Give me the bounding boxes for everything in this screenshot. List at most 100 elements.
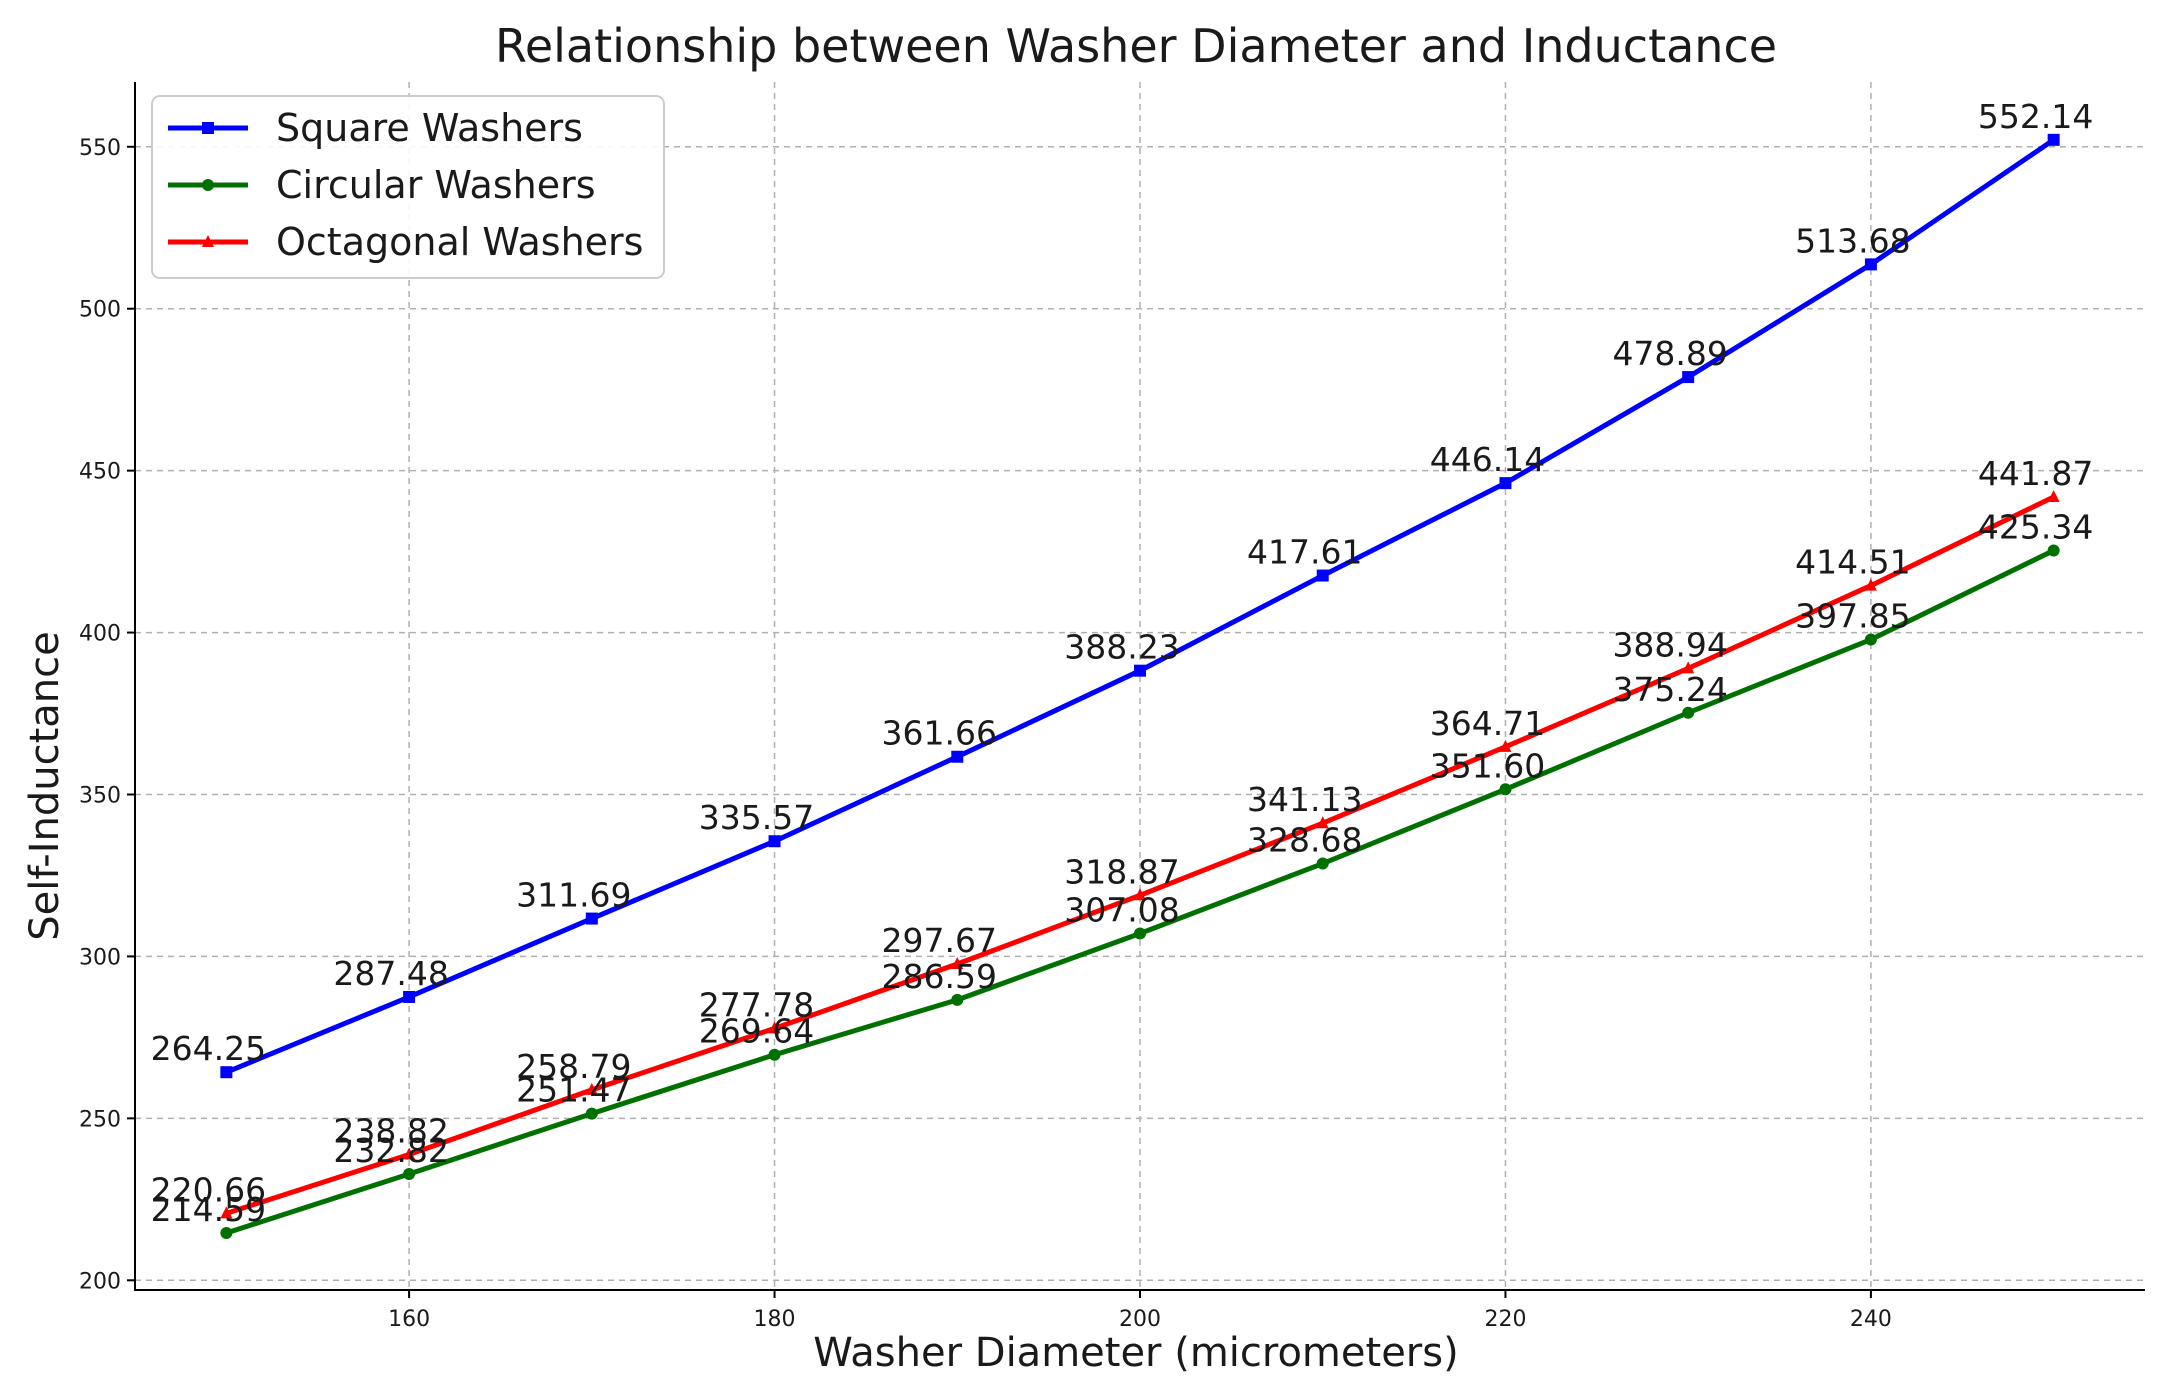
circular-washers-data-label: 397.85 xyxy=(1795,597,1910,636)
circular-washers-marker xyxy=(1864,633,1877,646)
square-washers-data-label: 513.68 xyxy=(1795,221,1910,260)
octagonal-washers-data-label: 414.51 xyxy=(1795,543,1910,582)
octagonal-washers-marker xyxy=(1864,578,1877,591)
legend-item-square-washers: Square Washers xyxy=(168,106,583,150)
octagonal-washers-data-label: 297.67 xyxy=(882,921,997,960)
octagonal-washers-marker xyxy=(1134,888,1146,901)
circular-washers-marker xyxy=(585,1107,598,1120)
square-washers-data-label: 552.14 xyxy=(1978,97,2093,136)
y-tick-label: 550 xyxy=(79,136,121,161)
square-washers-marker xyxy=(1499,477,1512,490)
square-washers-marker xyxy=(2047,133,2060,146)
square-washers-data-label: 417.61 xyxy=(1247,533,1362,572)
octagonal-washers-marker xyxy=(403,1147,416,1160)
octagonal-washers-data-label: 258.79 xyxy=(516,1047,631,1086)
y-tick-label: 450 xyxy=(79,460,121,485)
circular-washers-data-label: 328.68 xyxy=(1247,821,1362,860)
square-washers-data-label: 361.66 xyxy=(882,714,997,753)
octagonal-washers-data-label: 364.71 xyxy=(1430,704,1545,743)
octagonal-washers-data-label: 388.94 xyxy=(1612,625,1727,664)
square-washers-marker xyxy=(951,750,964,763)
octagonal-washers-data-label: 318.87 xyxy=(1064,852,1179,891)
circular-washers-data-label: 425.34 xyxy=(1978,507,2093,546)
y-tick-label: 300 xyxy=(79,945,121,970)
legend-label: Circular Washers xyxy=(276,163,596,207)
circular-washers-marker xyxy=(1316,857,1329,870)
octagonal-washers-marker xyxy=(1316,816,1329,829)
chart-title: Relationship between Washer Diameter and… xyxy=(495,19,1777,73)
ticks: 160 180 200 220 240 200 250 300 350 400 450 500 550 xyxy=(79,136,1892,1332)
octagonal-washers-marker xyxy=(220,1206,233,1219)
circular-washers-marker xyxy=(2047,544,2060,557)
square-washers-data-label: 311.69 xyxy=(516,876,631,915)
circular-washers-data-label: 351.60 xyxy=(1430,746,1545,785)
circular-washers-marker xyxy=(768,1048,781,1061)
square-washers-marker xyxy=(768,835,781,848)
legend: Square Washers Circular Washers Octagonal … xyxy=(151,95,665,279)
circular-washers-marker xyxy=(1134,927,1146,940)
octagonal-washers-data-label: 441.87 xyxy=(1978,454,2093,493)
square-washers-marker xyxy=(403,990,416,1003)
x-tick-label: 180 xyxy=(754,1307,796,1332)
octagonal-washers-data-label: 277.78 xyxy=(699,985,814,1024)
octagonal-washers-marker xyxy=(1499,739,1512,752)
circular-washers-marker xyxy=(951,993,964,1006)
circular-washers-data-label: 375.24 xyxy=(1612,670,1727,709)
legend-item-octagonal-washers: Octagonal Washers xyxy=(168,220,643,264)
square-washers-data-label: 264.25 xyxy=(151,1029,266,1068)
octagonal-washers-marker xyxy=(1682,661,1695,674)
x-tick-label: 200 xyxy=(1119,1307,1161,1332)
circular-washers-data-label: 269.64 xyxy=(699,1012,814,1051)
circular-washers-data-label: 232.82 xyxy=(333,1131,448,1170)
square-washers-data-label: 335.57 xyxy=(699,798,814,837)
legend-frame xyxy=(151,95,665,279)
y-tick-label: 400 xyxy=(79,622,121,647)
x-tick-label: 220 xyxy=(1484,1307,1526,1332)
circular-washers-data-label: 286.59 xyxy=(882,957,997,996)
circular-washers-marker xyxy=(1682,706,1695,719)
octagonal-washers-marker xyxy=(951,956,964,969)
square-washers-series xyxy=(220,133,2060,1079)
x-tick-label: 160 xyxy=(388,1307,430,1332)
square-washers-data-label: 446.14 xyxy=(1430,440,1545,479)
circular-washers-data-label: 214.59 xyxy=(151,1190,266,1229)
square-washers-data-label: 478.89 xyxy=(1612,334,1727,373)
circular-washers-marker xyxy=(1499,783,1512,796)
octagonal-washers-marker xyxy=(2047,489,2060,502)
data-labels: 264.25 287.48 311.69 335.57 361.66 388.23 417.… xyxy=(151,97,2094,1229)
y-tick-label: 250 xyxy=(79,1107,121,1132)
grid xyxy=(135,82,2145,1290)
y-tick-label: 500 xyxy=(79,298,121,323)
y-tick-label: 350 xyxy=(79,783,121,808)
octagonal-washers-marker xyxy=(768,1021,781,1034)
legend-marker xyxy=(202,122,214,134)
legend-label: Square Washers xyxy=(276,106,583,150)
octagonal-washers-data-label: 341.13 xyxy=(1247,780,1362,819)
legend-item-circular-washers: Circular Washers xyxy=(168,163,596,207)
circular-washers-series xyxy=(220,544,2060,1240)
square-washers-marker xyxy=(585,912,598,925)
square-washers-data-label: 388.23 xyxy=(1064,628,1179,667)
circular-washers-data-label: 251.47 xyxy=(516,1071,631,1110)
legend-marker xyxy=(202,235,214,247)
legend-label: Octagonal Washers xyxy=(276,220,643,264)
x-tick-label: 240 xyxy=(1850,1307,1892,1332)
plot-frame xyxy=(134,82,2145,1291)
square-washers-marker xyxy=(220,1066,233,1079)
circular-washers-data-label: 307.08 xyxy=(1064,890,1179,929)
octagonal-washers-marker xyxy=(585,1082,598,1095)
series-group xyxy=(220,133,2060,1240)
square-washers-marker xyxy=(1864,258,1877,271)
square-washers-marker xyxy=(1316,569,1329,582)
circular-washers-marker xyxy=(220,1227,233,1240)
y-axis-label: Self-Inductance xyxy=(22,631,68,940)
square-washers-marker xyxy=(1682,371,1695,384)
square-washers-data-label: 287.48 xyxy=(333,954,448,993)
octagonal-washers-data-label: 238.82 xyxy=(333,1112,448,1151)
x-axis-label: Washer Diameter (micrometers) xyxy=(813,1330,1458,1376)
y-tick-label: 200 xyxy=(79,1269,121,1294)
octagonal-washers-series xyxy=(220,489,2060,1219)
axes xyxy=(134,82,2145,1291)
legend-marker xyxy=(202,179,214,191)
